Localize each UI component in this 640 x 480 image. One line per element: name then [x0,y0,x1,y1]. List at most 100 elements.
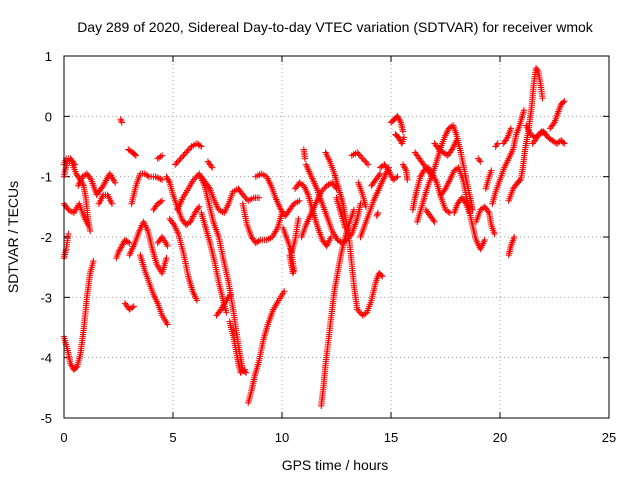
data-point [182,149,190,156]
data-point [430,217,437,224]
data-point [404,176,411,183]
data-point [392,174,400,181]
data-point [374,209,382,217]
data-point [118,119,125,126]
data-point [362,203,370,210]
data-point [560,139,567,146]
data-point [158,152,166,159]
data-point [132,152,140,159]
y-axis-label: SDTVAR / TECUs [5,181,21,293]
x-tick-label: 10 [275,430,289,445]
data-point [356,152,364,159]
data-point [400,134,408,141]
data-point [281,288,288,295]
data-point [176,156,183,164]
data-point [541,130,548,137]
data-point [396,117,404,125]
data-point [87,175,94,182]
data-point [445,208,452,216]
data-point [255,194,263,201]
data-point [360,156,368,164]
data-point [185,146,192,153]
data-point [350,206,358,213]
data-point [242,194,249,201]
data-point [172,161,179,168]
data-point [561,140,568,147]
data-point [359,155,366,162]
data-point [441,187,448,194]
data-point [484,208,492,215]
data-point [357,200,364,207]
data-point [164,321,171,328]
data-point [131,151,138,158]
data-point [488,167,495,174]
data-point [493,141,500,149]
data-point [301,155,309,162]
data-point [296,197,303,204]
data-point [198,143,205,150]
x-tick-label: 5 [169,430,176,445]
data-point [295,215,302,223]
data-point [399,161,407,168]
data-point [126,239,133,247]
data-point [164,176,172,183]
data-point [453,137,460,144]
x-tick-label: 20 [493,430,507,445]
data-point [355,307,362,315]
data-point [511,233,518,241]
data-point [163,173,170,180]
data-point [399,128,407,135]
y-tick-label: 0 [45,109,52,124]
data-point [477,158,484,165]
data-point [494,140,501,147]
data-point [355,150,362,158]
plot-frame [63,55,610,419]
data-point [363,159,370,167]
data-point [503,135,510,143]
data-point [542,131,549,138]
data-point [180,152,187,159]
data-point [550,120,557,128]
data-point [520,107,528,114]
data-point [223,309,230,316]
y-tick-label: -2 [40,230,52,245]
data-point [177,155,184,162]
data-point [184,147,191,155]
data-point [362,158,369,165]
data-point [152,173,159,180]
data-point [193,297,201,304]
data-point [165,178,173,185]
data-point [560,99,567,106]
data-point [205,184,213,191]
data-point [196,203,203,210]
data-point [240,193,248,200]
data-point [533,66,541,73]
data-point [70,159,77,167]
data-point [384,165,391,173]
data-point [157,198,164,205]
data-point [358,153,365,161]
data-point [68,362,75,369]
data-point [117,244,125,251]
data-point [72,364,80,371]
data-point [507,125,515,132]
y-tick-label: -1 [40,170,52,185]
data-point [476,156,483,164]
data-point [342,224,349,232]
x-tick-label: 0 [60,430,67,445]
data-point [129,304,136,311]
data-point [191,175,199,182]
data-point [169,220,177,227]
data-point [354,306,361,313]
data-point [164,242,171,250]
data-point [481,236,488,244]
x-axis-label: GPS time / hours [282,457,389,473]
data-point [240,367,247,374]
data-point [194,205,202,212]
data-point [87,227,94,235]
data-point [158,197,166,204]
data-point [108,200,116,207]
data-point [354,149,361,156]
data-point [163,254,170,262]
